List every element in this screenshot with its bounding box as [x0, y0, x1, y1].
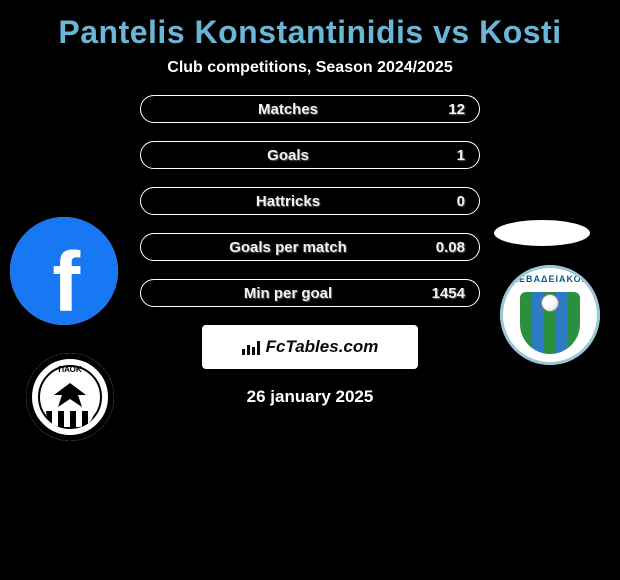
page-title: Pantelis Konstantinidis vs Kosti — [0, 0, 620, 55]
stat-label: Matches — [155, 101, 421, 118]
stat-value: 1 — [421, 147, 465, 164]
stat-row: Goals 1 — [140, 141, 480, 169]
stat-row: Min per goal 1454 — [140, 279, 480, 307]
stat-value: 1454 — [421, 285, 465, 302]
player1-club-crest: ΠΑΟΚ — [26, 353, 114, 441]
chart-icon — [242, 339, 260, 355]
stat-value: 0.08 — [421, 239, 465, 256]
comparison-content: f ΠΑΟΚ ΛΕΒΑΔΕΙΑΚΟΣ Matches 12 Goals — [0, 95, 620, 425]
player2-club-crest: ΛΕΒΑΔΕΙΑΚΟΣ — [500, 265, 600, 365]
stat-row: Goals per match 0.08 — [140, 233, 480, 261]
club2-label: ΛΕΒΑΔΕΙΑΚΟΣ — [503, 274, 597, 284]
brand-label: FcTables.com — [266, 337, 379, 357]
subtitle: Club competitions, Season 2024/2025 — [0, 55, 620, 95]
eagle-icon — [48, 381, 92, 411]
source-badge: FcTables.com — [202, 325, 418, 369]
stat-row: Hattricks 0 — [140, 187, 480, 215]
stat-label: Min per goal — [155, 285, 421, 302]
stat-label: Hattricks — [155, 193, 421, 210]
stat-value: 12 — [421, 101, 465, 118]
stat-row: Matches 12 — [140, 95, 480, 123]
stat-label: Goals — [155, 147, 421, 164]
club1-label: ΠΑΟΚ — [32, 365, 108, 374]
stat-label: Goals per match — [155, 239, 421, 256]
player2-avatar — [494, 220, 590, 246]
stat-value: 0 — [421, 193, 465, 210]
player1-avatar: f — [10, 217, 118, 325]
stats-list: Matches 12 Goals 1 Hattricks 0 Goals per… — [140, 95, 480, 307]
ball-icon — [541, 294, 559, 312]
